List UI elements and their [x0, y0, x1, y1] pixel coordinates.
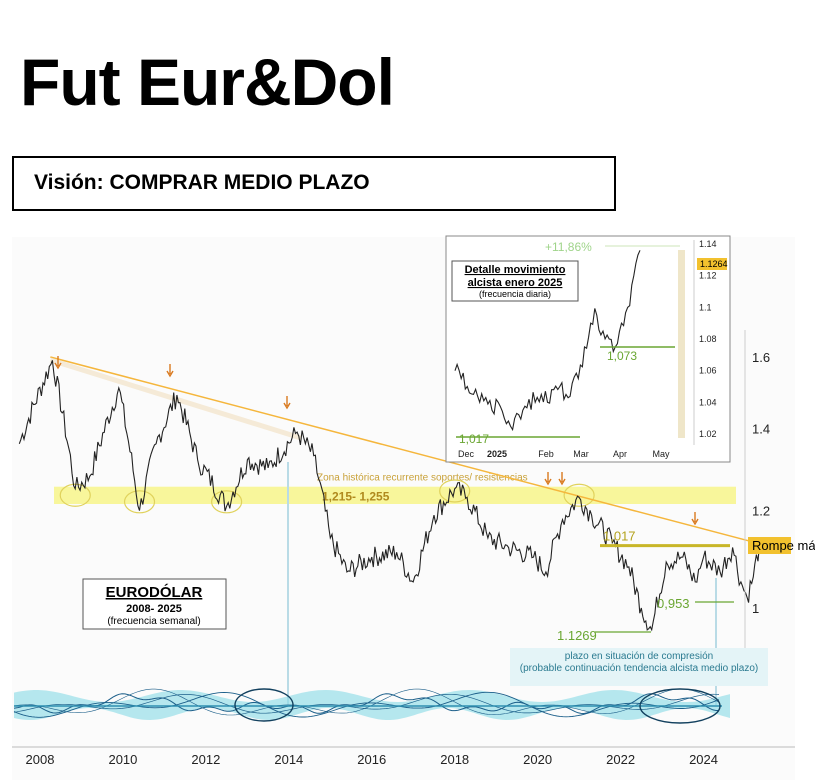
inset-x-tick: 2025: [487, 449, 507, 459]
weekly-chart: Zona histórica recurrente soportes/ resi…: [18, 356, 761, 705]
weekly-axes: 1.6 1.4 1.2 1 2008 2010 2012 2014 2016 2018 2020 20…: [12, 330, 795, 767]
inset-x-tick: Mar: [573, 449, 589, 459]
x-tick-label: 2018: [440, 752, 469, 767]
zone-range-label: 1,215- 1,255: [322, 489, 390, 503]
inset-current-label: 1.1264: [700, 259, 728, 269]
oscillator-line: [13, 691, 720, 718]
daily-range-bar: [678, 250, 685, 438]
vision-label: Visión: COMPRAR MEDIO PLAZO: [34, 171, 370, 194]
touch-ellipse: [123, 490, 156, 514]
comment-line: plazo en situación de compresión: [565, 651, 713, 662]
inset-x-tick: Feb: [538, 449, 554, 459]
touch-ellipse: [211, 490, 243, 514]
x-tick-label: 2012: [191, 752, 220, 767]
trendline-shadow: [49, 357, 303, 441]
arrow-marker: [166, 364, 174, 378]
arrow-marker: [558, 472, 566, 486]
inset-y-tick: 1.02: [699, 429, 717, 439]
touch-ellipse: [59, 483, 91, 507]
compression-ellipse: [234, 688, 294, 722]
comment-box: [510, 648, 768, 686]
x-tick-label: 2014: [274, 752, 303, 767]
bearish-trendline: [50, 356, 760, 545]
x-tick-label: 2024: [689, 752, 718, 767]
touch-ellipse: [439, 479, 471, 503]
sr-zone: [54, 486, 736, 504]
inset-note: (frecuencia diaria): [479, 289, 551, 299]
oscillator-line: [13, 688, 720, 716]
support-label: 0,953: [657, 596, 690, 611]
daily-gain-label: +11,86%: [545, 240, 592, 254]
page-title: Fut Eur&Dol: [20, 45, 395, 119]
weekly-title: EURODÓLAR: [106, 583, 203, 601]
resistance-label: 1,017: [603, 529, 636, 544]
inset-y-tick: 1.04: [699, 397, 717, 407]
inset-title-line: alcista enero 2025: [468, 277, 563, 289]
daily-inset: 1,017 1,073 +11,86% Detalle movimientoalcis…: [445, 235, 731, 463]
inset-y-tick: 1.06: [699, 366, 717, 376]
daily-price-series: [454, 250, 641, 432]
inset-title-line: Detalle movimiento: [465, 264, 566, 276]
arrow-marker: [54, 356, 62, 370]
weekly-note: (frecuencia semanal): [107, 616, 200, 627]
y-tick-label: 1: [752, 601, 759, 616]
inset-y-tick: 1.08: [699, 334, 717, 344]
arrow-marker: [283, 396, 291, 410]
inset-current-tag: [697, 258, 727, 270]
y-tick-label: 1.4: [752, 421, 770, 436]
x-tick-label: 2020: [523, 752, 552, 767]
x-tick-label: 2010: [108, 752, 137, 767]
daily-support-label: 1,017: [459, 432, 489, 446]
y-tick-label: 1.2: [752, 504, 770, 519]
weekly-subtitle: 2008- 2025: [126, 603, 182, 615]
low-label: 1.1269: [557, 628, 597, 643]
zone-label: Zona histórica recurrente soportes/ resi…: [317, 473, 528, 484]
x-tick-label: 2016: [357, 752, 386, 767]
current-price-tag: [748, 537, 791, 554]
current-price-label: Rompe máximos de 2 años y directriz baji…: [752, 538, 815, 553]
comment-line: (probable continuación tendencia alcista…: [520, 663, 758, 674]
inset-y-tick: 1.14: [699, 239, 717, 249]
inset-y-tick: 1.1: [699, 302, 712, 312]
vision-box: Visión: COMPRAR MEDIO PLAZO: [12, 156, 616, 211]
inset-y-tick: 1.12: [699, 271, 717, 281]
inset-x-tick: Dec: [458, 449, 475, 459]
weekly-annotations: 1,017 0,953 1.1269 Rompe máximos de 2 años …: [82, 529, 815, 686]
compression-ellipse: [639, 688, 721, 724]
inset-x-tick: Apr: [613, 449, 627, 459]
daily-pivot-label: 1,073: [607, 349, 637, 363]
x-tick-label: 2022: [606, 752, 635, 767]
x-tick-label: 2008: [26, 752, 55, 767]
y-tick-label: 1.6: [752, 350, 770, 365]
weekly-title-box: [82, 578, 227, 630]
touch-ellipse: [563, 483, 595, 507]
arrow-marker: [691, 512, 699, 526]
inset-title-box: [451, 260, 579, 302]
inset-x-tick: May: [652, 449, 670, 459]
arrow-marker: [544, 472, 552, 486]
oscillator-panel: [13, 688, 730, 724]
price-series: [18, 360, 761, 632]
